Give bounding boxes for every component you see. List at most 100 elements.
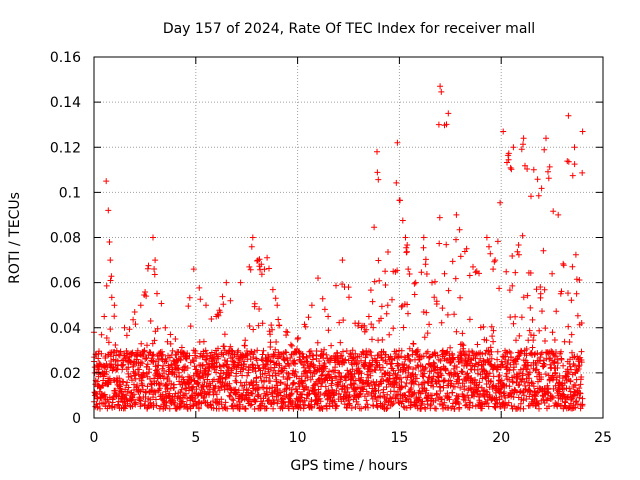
data-point [430, 383, 437, 390]
data-point [384, 302, 391, 309]
data-point [252, 398, 259, 405]
data-point [333, 402, 340, 409]
data-point [123, 332, 130, 339]
data-point [390, 325, 397, 332]
data-point [339, 257, 346, 264]
data-point [514, 248, 521, 255]
data-point [131, 309, 138, 315]
data-point [169, 347, 176, 354]
data-point [500, 128, 507, 135]
data-point [167, 331, 174, 338]
data-point [98, 331, 105, 338]
data-point [224, 405, 231, 412]
data-point [483, 234, 490, 241]
data-point [370, 324, 377, 331]
data-point [414, 346, 421, 353]
data-point [400, 403, 407, 410]
data-point [439, 305, 446, 312]
data-point [543, 135, 549, 142]
data-point [400, 324, 407, 331]
data-point [537, 284, 544, 290]
data-point [383, 405, 390, 412]
data-point [443, 349, 450, 356]
data-point [221, 331, 228, 338]
data-point [165, 371, 172, 378]
data-point [560, 260, 567, 267]
data-point [450, 356, 457, 363]
data-point [145, 262, 152, 269]
data-point [142, 356, 149, 362]
data-point [503, 370, 510, 377]
data-point [560, 362, 567, 369]
data-point [520, 135, 527, 142]
data-point [248, 243, 255, 250]
data-point [355, 401, 361, 408]
data-point [229, 396, 236, 403]
data-point [425, 374, 432, 381]
data-point [565, 158, 572, 165]
data-point [567, 363, 574, 370]
data-point [272, 295, 279, 302]
data-point [508, 166, 515, 173]
data-point [486, 370, 493, 377]
data-point [241, 342, 248, 349]
data-point [264, 391, 271, 398]
data-point [183, 401, 190, 408]
data-point [348, 405, 355, 412]
data-point [534, 400, 541, 407]
data-point [515, 353, 522, 360]
data-point [302, 377, 309, 384]
data-point [530, 166, 537, 173]
data-point [333, 387, 340, 394]
y-tick-label: 0.02 [50, 366, 81, 382]
y-tick-label: 0.04 [50, 321, 81, 337]
data-point [379, 336, 386, 343]
data-point [215, 355, 222, 362]
data-point [472, 269, 479, 276]
data-point [462, 397, 469, 404]
data-point [513, 337, 519, 344]
data-point [280, 398, 287, 405]
data-point [433, 301, 440, 307]
data-point [542, 371, 549, 378]
data-point [463, 245, 470, 252]
data-point [442, 366, 449, 373]
data-point [526, 369, 533, 376]
data-point [520, 141, 526, 148]
data-point [256, 256, 263, 263]
data-point [111, 313, 118, 320]
data-point [284, 329, 291, 336]
data-point [256, 306, 263, 312]
data-point [99, 382, 106, 389]
data-point [166, 405, 173, 412]
data-point [158, 380, 165, 387]
data-point [144, 383, 151, 390]
data-point [537, 290, 544, 297]
data-point [455, 373, 462, 380]
data-point [232, 386, 239, 393]
data-point [218, 401, 225, 408]
data-point [277, 380, 284, 386]
data-point [164, 338, 171, 345]
data-point [289, 342, 295, 349]
data-point [382, 268, 389, 275]
data-point [261, 378, 267, 385]
y-tick-label: 0.12 [50, 140, 81, 156]
data-point [439, 396, 445, 403]
data-point [418, 269, 425, 276]
data-point [538, 376, 545, 383]
data-point [348, 351, 355, 358]
data-point [189, 357, 196, 363]
data-point [426, 354, 432, 361]
data-point [243, 379, 250, 386]
x-tick-label: 0 [90, 430, 99, 446]
data-point [294, 336, 301, 342]
data-point [512, 269, 519, 276]
data-point [438, 88, 445, 95]
data-point [536, 405, 542, 412]
data-point [156, 372, 163, 379]
data-point [371, 278, 378, 285]
data-point [423, 309, 430, 316]
data-point [512, 313, 519, 320]
data-point [250, 326, 257, 333]
